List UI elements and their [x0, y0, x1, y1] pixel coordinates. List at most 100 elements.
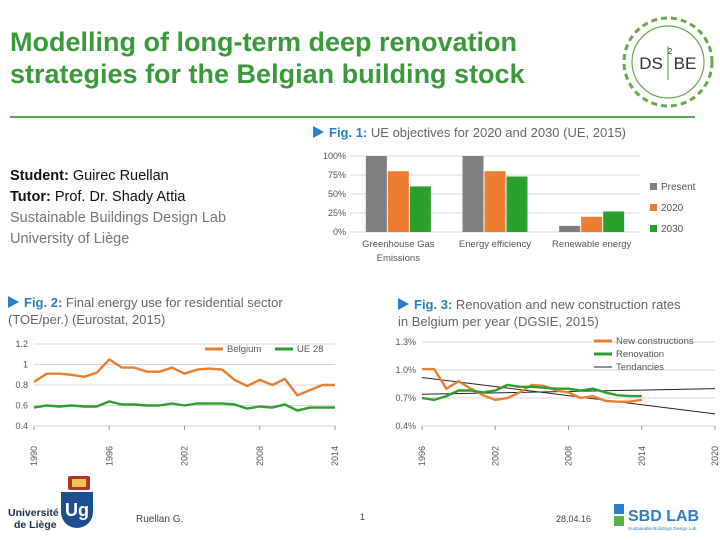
- fig1-bar-present: [462, 156, 484, 232]
- fig3-label: Fig. 3:: [414, 297, 453, 312]
- fig1-category-label: Renewable energy: [552, 239, 631, 250]
- fig1-legend-swatch: [650, 225, 657, 232]
- uliege-logo: Ug Université de Liège: [6, 474, 101, 534]
- fig3-xtick-label: 2014: [637, 446, 647, 466]
- student-name: Guirec Ruellan: [72, 168, 169, 184]
- fig1-category-label: Energy efficiency: [459, 239, 531, 250]
- sbd-lab-text: SBD LAB: [628, 508, 699, 525]
- fig3-legend-label: Renovation: [616, 349, 664, 360]
- fig3-xtick-label: 2002: [490, 446, 500, 466]
- fig2-ytick-label: 1.2: [15, 339, 28, 349]
- fig3-caption: Fig. 3: Renovation and new construction …: [398, 296, 681, 330]
- fig3-xtick-label: 2008: [564, 446, 574, 466]
- fig1-bar-2020: [387, 171, 409, 232]
- tutor-label: Tutor:: [10, 189, 51, 205]
- fig1-chart: 0% 25% 50% 75% 100% Greenhouse Gas Emissions En…: [310, 146, 710, 270]
- fig2-xtick-label: 2008: [255, 446, 265, 466]
- fig2-chart-svg: 0.4 0.6 0.8 1 1.2 1990 1996 2002 2008 2014 Belgium…: [15, 339, 340, 466]
- fig1-ytick-label: 100%: [323, 151, 346, 161]
- title-line-2: strategies for the Belgian building stoc…: [10, 59, 525, 89]
- fig1-chart-svg: 0% 25% 50% 75% 100% Greenhouse Gas Emissions En…: [323, 151, 696, 264]
- fig2-legend-label: UE 28: [297, 344, 323, 355]
- people-block: Student: Guirec Ruellan Tutor: Prof. Dr.…: [10, 166, 226, 250]
- fig3-chart: 0.4% 0.7% 1.0% 1.3% 1996 2002 2008 2014 2020 New …: [372, 330, 720, 470]
- dsbe-logo-text-left: DS: [639, 54, 663, 73]
- footer-page-number: 1: [360, 512, 366, 522]
- fig2-ytick-label: 0.8: [15, 380, 28, 390]
- fig1-legend-swatch: [650, 204, 657, 211]
- fig3-trend-line-1: [421, 376, 716, 415]
- footer-author: Ruellan G.: [136, 514, 184, 525]
- fig2-ytick-label: 0.6: [15, 401, 28, 411]
- fig2-xtick-label: 1990: [29, 446, 39, 466]
- fig3-ytick-label: 1.3%: [395, 337, 416, 347]
- fig1-ytick-label: 0%: [333, 227, 346, 237]
- fig2-series-line-belgium: [33, 358, 335, 397]
- fig1-bar-2030: [506, 176, 528, 232]
- fig1-bar-2030: [409, 186, 431, 232]
- fig3-ytick-label: 0.4%: [395, 421, 416, 431]
- uliege-text-2: de Liège: [14, 519, 57, 531]
- fig1-bar-present: [365, 156, 387, 232]
- fig2-text-2: (TOE/per.) (Eurostat, 2015): [8, 312, 166, 327]
- fig2-caption: Fig. 2: Final energy use for residential…: [8, 294, 283, 328]
- fig2-xtick-label: 2002: [180, 446, 190, 466]
- student-label: Student:: [10, 168, 69, 184]
- fig1-legend-label: 2030: [661, 224, 684, 235]
- uliege-text-1: Université: [8, 507, 59, 519]
- page-title: Modelling of long-term deep renovation s…: [10, 26, 620, 90]
- title-divider: [10, 116, 695, 118]
- fig3-chart-svg: 0.4% 0.7% 1.0% 1.3% 1996 2002 2008 2014 2020 New …: [395, 336, 720, 466]
- fig3-xtick-label: 2020: [710, 446, 720, 466]
- fig2-arrow-icon: [8, 296, 19, 308]
- fig3-text: Renovation and new construction rates: [455, 297, 681, 312]
- sbd-lab-logo: SBD LAB Sustainable Buildings Design Lab: [612, 500, 714, 534]
- fig1-legend-label: Present: [661, 182, 696, 193]
- fig3-legend-label: New constructions: [616, 336, 694, 347]
- fig3-legend-label: Tendancies: [616, 362, 664, 373]
- svg-text:Ug: Ug: [65, 500, 89, 520]
- fig2-xtick-label: 2014: [330, 446, 340, 466]
- footer-date: 28.04.16: [556, 514, 592, 524]
- university-name: University of Liège: [10, 231, 130, 247]
- fig1-text: UE objectives for 2020 and 2030 (UE, 201…: [370, 125, 627, 140]
- fig2-ytick-label: 1: [23, 360, 28, 370]
- fig3-ytick-label: 0.7%: [395, 393, 416, 403]
- fig2-legend-label: Belgium: [227, 344, 261, 355]
- fig3-text-2: in Belgium per year (DGSIE, 2015): [398, 314, 599, 329]
- tutor-name: Prof. Dr. Shady Attia: [54, 189, 186, 205]
- fig3-ytick-label: 1.0%: [395, 365, 416, 375]
- fig1-legend-label: 2020: [661, 203, 684, 214]
- title-line-1: Modelling of long-term deep renovation: [10, 27, 518, 57]
- fig1-bar-present: [559, 225, 581, 232]
- fig1-category-label-2: Emissions: [377, 253, 421, 264]
- fig1-caption: Fig. 1: UE objectives for 2020 and 2030 …: [313, 124, 626, 141]
- fig3-series-line-renovation: [421, 383, 642, 402]
- fig1-ytick-label: 75%: [328, 170, 346, 180]
- fig2-ytick-label: 0.4: [15, 421, 28, 431]
- fig1-bar-2020: [581, 216, 603, 232]
- fig1-ytick-label: 50%: [328, 189, 346, 199]
- fig3-arrow-icon: [398, 298, 409, 310]
- fig3-series-line-new-constructions: [422, 367, 642, 403]
- fig1-label: Fig. 1:: [329, 125, 368, 140]
- fig1-category-label: Greenhouse Gas: [362, 239, 435, 250]
- sbd-lab-subtitle: Sustainable Buildings Design Lab: [628, 526, 697, 531]
- tutor-line: Tutor: Prof. Dr. Shady Attia: [10, 187, 226, 208]
- fig3-xtick-label: 1996: [417, 446, 427, 466]
- fig1-bar-2030: [603, 211, 625, 232]
- fig1-arrow-icon: [313, 126, 324, 138]
- fig1-ytick-label: 25%: [328, 208, 346, 218]
- fig1-bar-2020: [484, 171, 506, 232]
- fig2-chart: 0.4 0.6 0.8 1 1.2 1990 1996 2002 2008 2014 Belgium…: [0, 330, 350, 470]
- fig2-series-line-ue-28: [33, 400, 335, 412]
- fig2-label: Fig. 2:: [24, 295, 63, 310]
- dsbe-logo-text-right: BE: [674, 54, 697, 73]
- dsbe-logo-sup: 2: [668, 47, 673, 56]
- student-line: Student: Guirec Ruellan: [10, 166, 226, 187]
- lab-name: Sustainable Buildings Design Lab: [10, 210, 227, 226]
- fig2-xtick-label: 1996: [104, 446, 114, 466]
- fig1-legend-swatch: [650, 183, 657, 190]
- fig2-text: Final energy use for residential sector: [65, 295, 283, 310]
- dsbe-logo: DS 2 BE: [618, 12, 718, 112]
